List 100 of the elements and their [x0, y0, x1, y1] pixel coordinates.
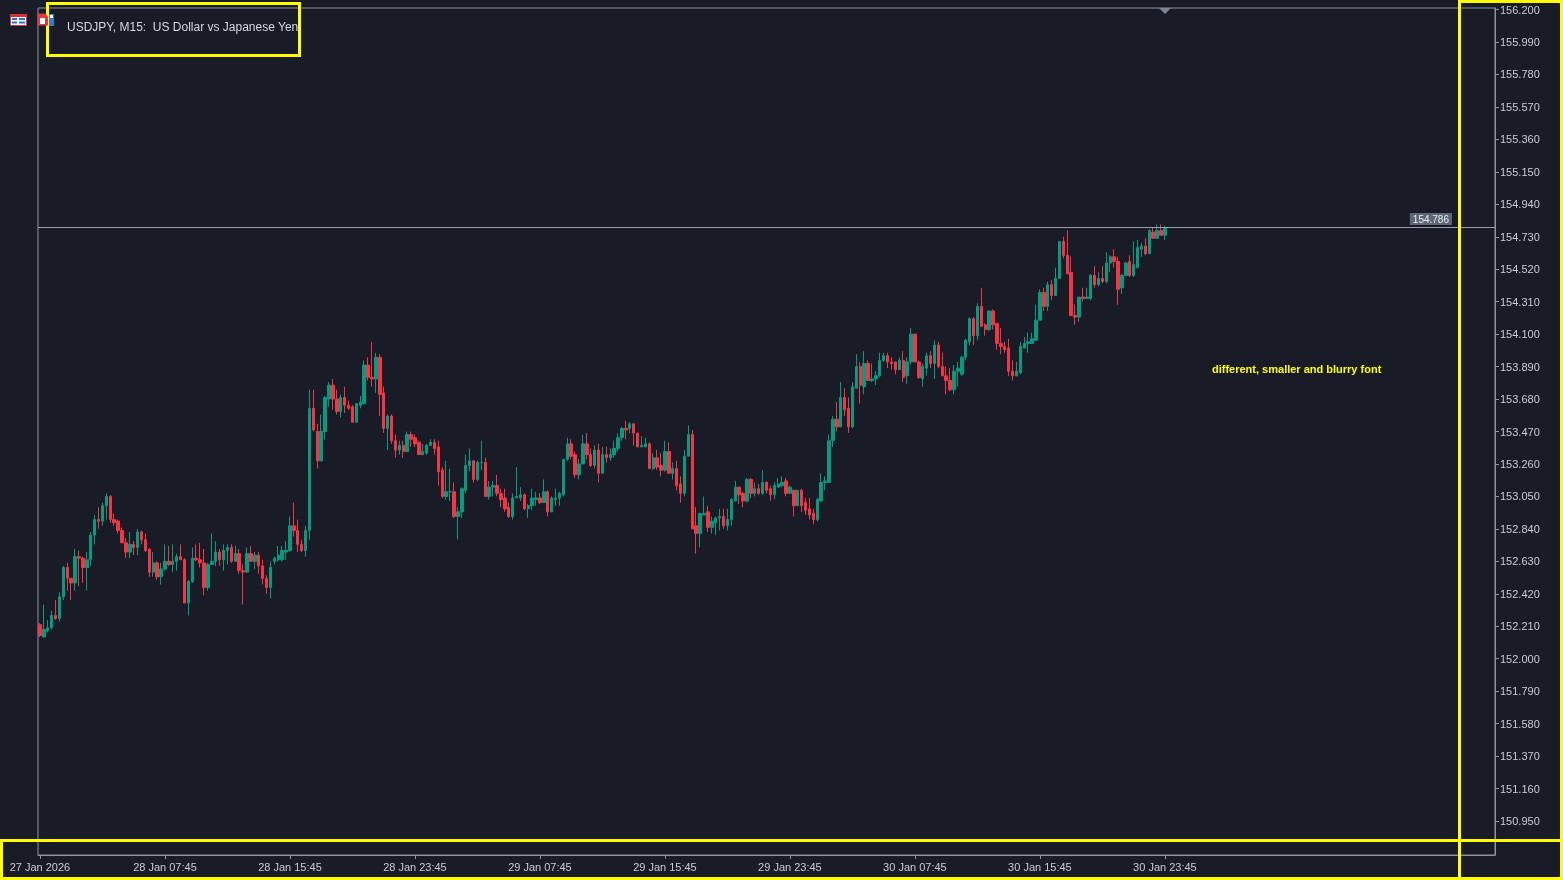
candlestick: [534, 491, 538, 507]
candlestick: [737, 486, 741, 505]
candlestick: [405, 431, 409, 453]
candlestick: [398, 440, 401, 456]
x-tick-label: 30 Jan 23:45: [1133, 860, 1197, 873]
y-tick-label: 154.730: [1500, 230, 1540, 243]
y-tick-label: 151.160: [1500, 782, 1540, 795]
y-tick-label: 150.950: [1500, 815, 1540, 827]
candlestick: [339, 393, 342, 419]
candlestick: [480, 440, 483, 471]
candlestick: [1128, 254, 1131, 278]
candlestick: [644, 437, 647, 448]
x-tick-label: 28 Jan 15:45: [258, 860, 322, 873]
candlestick: [835, 401, 839, 432]
candlestick: [1105, 251, 1108, 284]
y-tick-label: 155.570: [1500, 100, 1540, 113]
x-tick-label: 29 Jan 07:45: [508, 860, 572, 873]
y-tick-label: 155.990: [1500, 36, 1540, 48]
candlestick: [749, 477, 753, 499]
candlestick: [894, 361, 897, 375]
candlestick: [671, 461, 674, 480]
candlestick: [632, 423, 635, 446]
ref-line-label: 154.786: [1412, 213, 1450, 225]
candlestick: [1019, 341, 1022, 375]
y-tick-label: 153.260: [1500, 457, 1540, 470]
candlestick: [476, 460, 479, 482]
candlestick: [792, 489, 796, 518]
candlestick: [374, 352, 378, 394]
candlestick: [38, 622, 42, 638]
x-tick-label: 28 Jan 07:45: [133, 860, 197, 873]
candlestick: [491, 480, 495, 497]
candlestick: [1093, 265, 1096, 289]
y-tick-label: 155.780: [1500, 68, 1540, 81]
candlestick: [343, 386, 346, 414]
candlestick: [421, 443, 424, 456]
y-tick-label: 154.310: [1500, 295, 1540, 308]
candlestick: [788, 485, 792, 494]
candlestick: [593, 444, 596, 470]
candlestick: [780, 475, 784, 488]
candlestick: [706, 505, 710, 533]
y-tick-label: 152.000: [1500, 652, 1540, 665]
candlestick: [132, 540, 135, 556]
candlestick: [97, 506, 100, 530]
candlestick: [1026, 332, 1030, 354]
candlestick: [280, 545, 284, 562]
candlestick: [50, 610, 53, 630]
candlestick: [487, 480, 491, 501]
candlestick: [245, 546, 249, 573]
candlestick: [54, 599, 57, 621]
candlestick: [167, 545, 171, 567]
candlestick: [370, 341, 374, 388]
y-tick-label: 155.150: [1500, 165, 1540, 178]
candlestick: [444, 460, 448, 501]
candlestick: [640, 435, 643, 448]
candlestick: [761, 469, 764, 496]
candlestick: [1159, 223, 1163, 236]
candlestick: [933, 339, 936, 380]
text: USDJPY, M15: US Dollar vs Japanese Yen: [67, 20, 299, 34]
candlestick: [987, 310, 991, 332]
candlestick: [659, 452, 663, 477]
candlestick: [663, 440, 667, 473]
x-tick-label: 28 Jan 23:45: [383, 860, 447, 873]
candlestick: [1097, 271, 1100, 287]
candlestick: [472, 460, 475, 484]
candlestick: [542, 478, 546, 504]
candlestick: [546, 489, 549, 518]
candlestick: [351, 404, 354, 423]
candlestick: [230, 543, 233, 564]
candlestick: [523, 492, 526, 511]
candlestick: [605, 446, 608, 463]
candlestick: [886, 352, 889, 369]
candlestick: [1050, 279, 1053, 301]
candlestick: [218, 548, 221, 567]
candlestick: [601, 446, 604, 474]
annotation: different, smaller and blurry font: [1212, 362, 1382, 375]
y-tick-label: 152.420: [1500, 587, 1540, 600]
candlestick: [652, 452, 655, 471]
candlestick: [800, 488, 803, 513]
candlestick: [624, 420, 628, 440]
candlestick: [316, 423, 319, 470]
candlestick: [972, 316, 975, 346]
candlestick: [362, 359, 366, 405]
candlestick: [784, 477, 788, 497]
x-tick-label: 27 Jan 2026: [9, 860, 71, 873]
y-tick-label: 153.470: [1500, 425, 1540, 438]
y-tick-label: 154.100: [1500, 328, 1540, 341]
candlestick: [866, 359, 870, 381]
candlestick: [870, 362, 874, 383]
candlestick: [222, 543, 225, 572]
candlestick: [859, 361, 862, 405]
candlestick: [484, 457, 487, 497]
y-tick-label: 152.630: [1500, 555, 1540, 568]
candlestick: [796, 489, 799, 507]
candlestick: [312, 389, 315, 432]
candlestick: [128, 531, 132, 559]
candlestick: [862, 350, 866, 395]
candlestick: [757, 483, 760, 496]
candlestick: [171, 543, 174, 573]
candlestick: [929, 350, 932, 369]
candlestick: [808, 497, 811, 521]
